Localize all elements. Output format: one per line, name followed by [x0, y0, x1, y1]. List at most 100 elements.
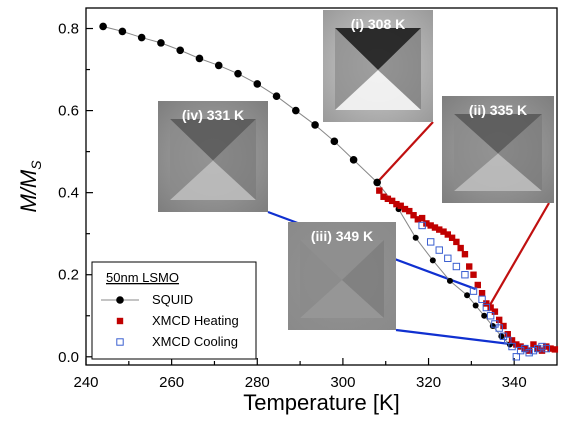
xmcd-heating-point [483, 300, 490, 307]
x-tick-label: 240 [73, 374, 98, 391]
squid-point [99, 22, 107, 31]
inset-label: (ii) 335 K [469, 102, 527, 118]
inset-label: (iv) 331 K [182, 107, 244, 123]
legend-label-heating: XMCD Heating [152, 313, 239, 328]
xmcd-heating-point [406, 207, 413, 215]
domain-bottom [335, 70, 421, 110]
xmcd-heating-point [500, 322, 507, 330]
squid-point [429, 257, 436, 264]
xmcd-heating-point [491, 308, 499, 315]
xmcd-heating-point [397, 202, 404, 209]
xmcd-cooling-point [538, 342, 546, 351]
x-tick-label: 280 [245, 374, 270, 391]
domain-right [378, 28, 421, 110]
squid-point [349, 156, 358, 164]
domain-top [170, 119, 256, 161]
squid-point [176, 46, 184, 55]
series-layer [99, 22, 559, 361]
domain-left [170, 119, 213, 200]
domain-bottom [300, 280, 384, 318]
xmcd-cooling-point [491, 320, 499, 328]
legend-label-squid: SQUID [152, 292, 193, 307]
xmcd-heating-point [440, 228, 447, 235]
inset-label: (iii) 349 K [311, 228, 373, 244]
xmcd-heating-point [521, 345, 529, 352]
xmcd-heating-point [393, 200, 400, 208]
xmcd-heating-point [401, 205, 409, 213]
xmcd-cooling-point [486, 312, 495, 320]
squid-point [330, 137, 339, 146]
y-tick-label: 0.2 [58, 267, 79, 284]
xmcd-heating-point [427, 222, 434, 229]
y-tick-label: 0.8 [58, 21, 79, 38]
xmcd-cooling-point [521, 344, 529, 353]
domain-left [454, 114, 498, 191]
xmcd-heating-point [547, 345, 554, 352]
xmcd-heating-point [436, 226, 443, 233]
domain-right [342, 240, 384, 318]
legend-cooling-marker [116, 338, 124, 346]
squid-point [253, 80, 262, 88]
xmcd-cooling-point [542, 344, 550, 353]
xmcd-heating-point [470, 271, 477, 278]
xmcd-cooling-point [469, 287, 478, 295]
domain-left [335, 28, 378, 110]
xmcd-heating-point [534, 345, 541, 352]
squid-point [195, 54, 204, 63]
xmcd-heating-point [448, 234, 456, 241]
squid-point [489, 323, 496, 330]
domain-top [335, 28, 421, 70]
domain-top [454, 114, 542, 154]
y-axis-title: M/MS [16, 160, 44, 213]
xmcd-cooling-point [529, 346, 538, 355]
legend-heating-marker [116, 317, 124, 325]
inset-connector-line [376, 121, 434, 184]
micrograph-insets: (i) 308 K (ii) 335 K (iii) 349 K (iv) 331 K [158, 10, 554, 330]
domain-top [300, 240, 384, 280]
xmcd-heating-point [376, 187, 383, 194]
domain-bottom [454, 153, 542, 191]
squid-point [446, 277, 453, 284]
xmcd-cooling-point [516, 346, 525, 355]
y-tick-label: 0.4 [58, 185, 79, 202]
xmcd-cooling-point [444, 254, 452, 263]
xmcd-cooling-point [461, 271, 469, 279]
y-tick-label: 0.0 [58, 349, 79, 366]
squid-point [157, 39, 165, 47]
xmcd-heating-point [543, 343, 550, 350]
inset-image-3: (iii) 349 K [288, 222, 396, 330]
xmcd-cooling-point [525, 348, 533, 357]
xmcd-heating-point [478, 289, 486, 297]
xmcd-heating-point [466, 263, 473, 270]
axes-frame [85, 7, 558, 366]
xmcd-heating-point [380, 193, 387, 200]
squid-point [481, 312, 488, 319]
squid-point [292, 106, 300, 115]
squid-point [412, 234, 419, 241]
xmcd-heating-point [487, 304, 494, 311]
x-axis-title: Temperature [K] [243, 390, 400, 415]
squid-point [311, 121, 319, 129]
domain-right [498, 114, 542, 191]
inset-connector-line [487, 202, 550, 309]
xmcd-cooling-point [452, 262, 461, 271]
xmcd-cooling-point [435, 246, 443, 254]
xmcd-cooling-point [499, 332, 508, 340]
inset-image-2: (ii) 335 K [442, 96, 554, 203]
y-axis-ticks: 0.0 0.2 0.4 0.6 0.8 [58, 21, 93, 366]
legend-label-cooling: XMCD Cooling [152, 334, 238, 349]
squid-point [373, 178, 381, 187]
inset-image-4: (iv) 331 K [158, 101, 268, 212]
xmcd-heating-point [538, 347, 546, 354]
xmcd-heating-point [388, 197, 396, 205]
y-axis-title-sub: S [28, 160, 44, 170]
xmcd-heating-point [517, 343, 524, 350]
squid-point [234, 69, 242, 78]
xmcd-heating-point [410, 212, 417, 219]
xmcd-cooling-point [495, 324, 503, 332]
xmcd-heating-point [444, 231, 452, 238]
squid-point [464, 292, 471, 299]
xmcd-heating-point [508, 337, 516, 344]
x-axis-ticks: 240 260 280 300 320 340 [73, 358, 527, 391]
